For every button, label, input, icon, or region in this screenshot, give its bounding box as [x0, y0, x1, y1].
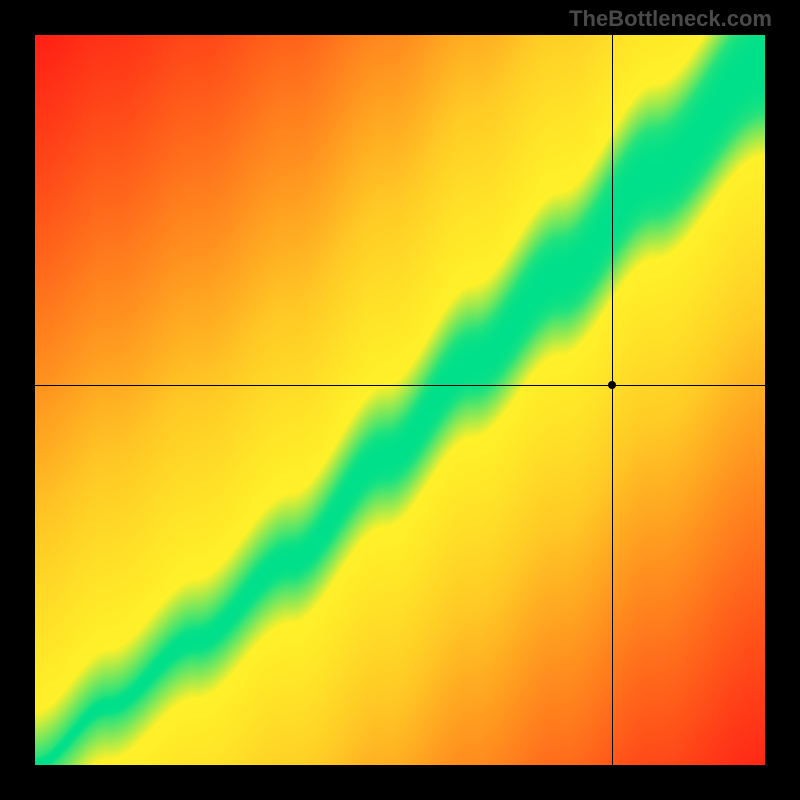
watermark-text: TheBottleneck.com	[569, 6, 772, 32]
bottleneck-heatmap	[35, 35, 765, 765]
selection-marker-dot	[608, 381, 616, 389]
plot-area	[35, 35, 765, 765]
crosshair-vertical	[612, 35, 613, 765]
crosshair-horizontal	[35, 385, 765, 386]
